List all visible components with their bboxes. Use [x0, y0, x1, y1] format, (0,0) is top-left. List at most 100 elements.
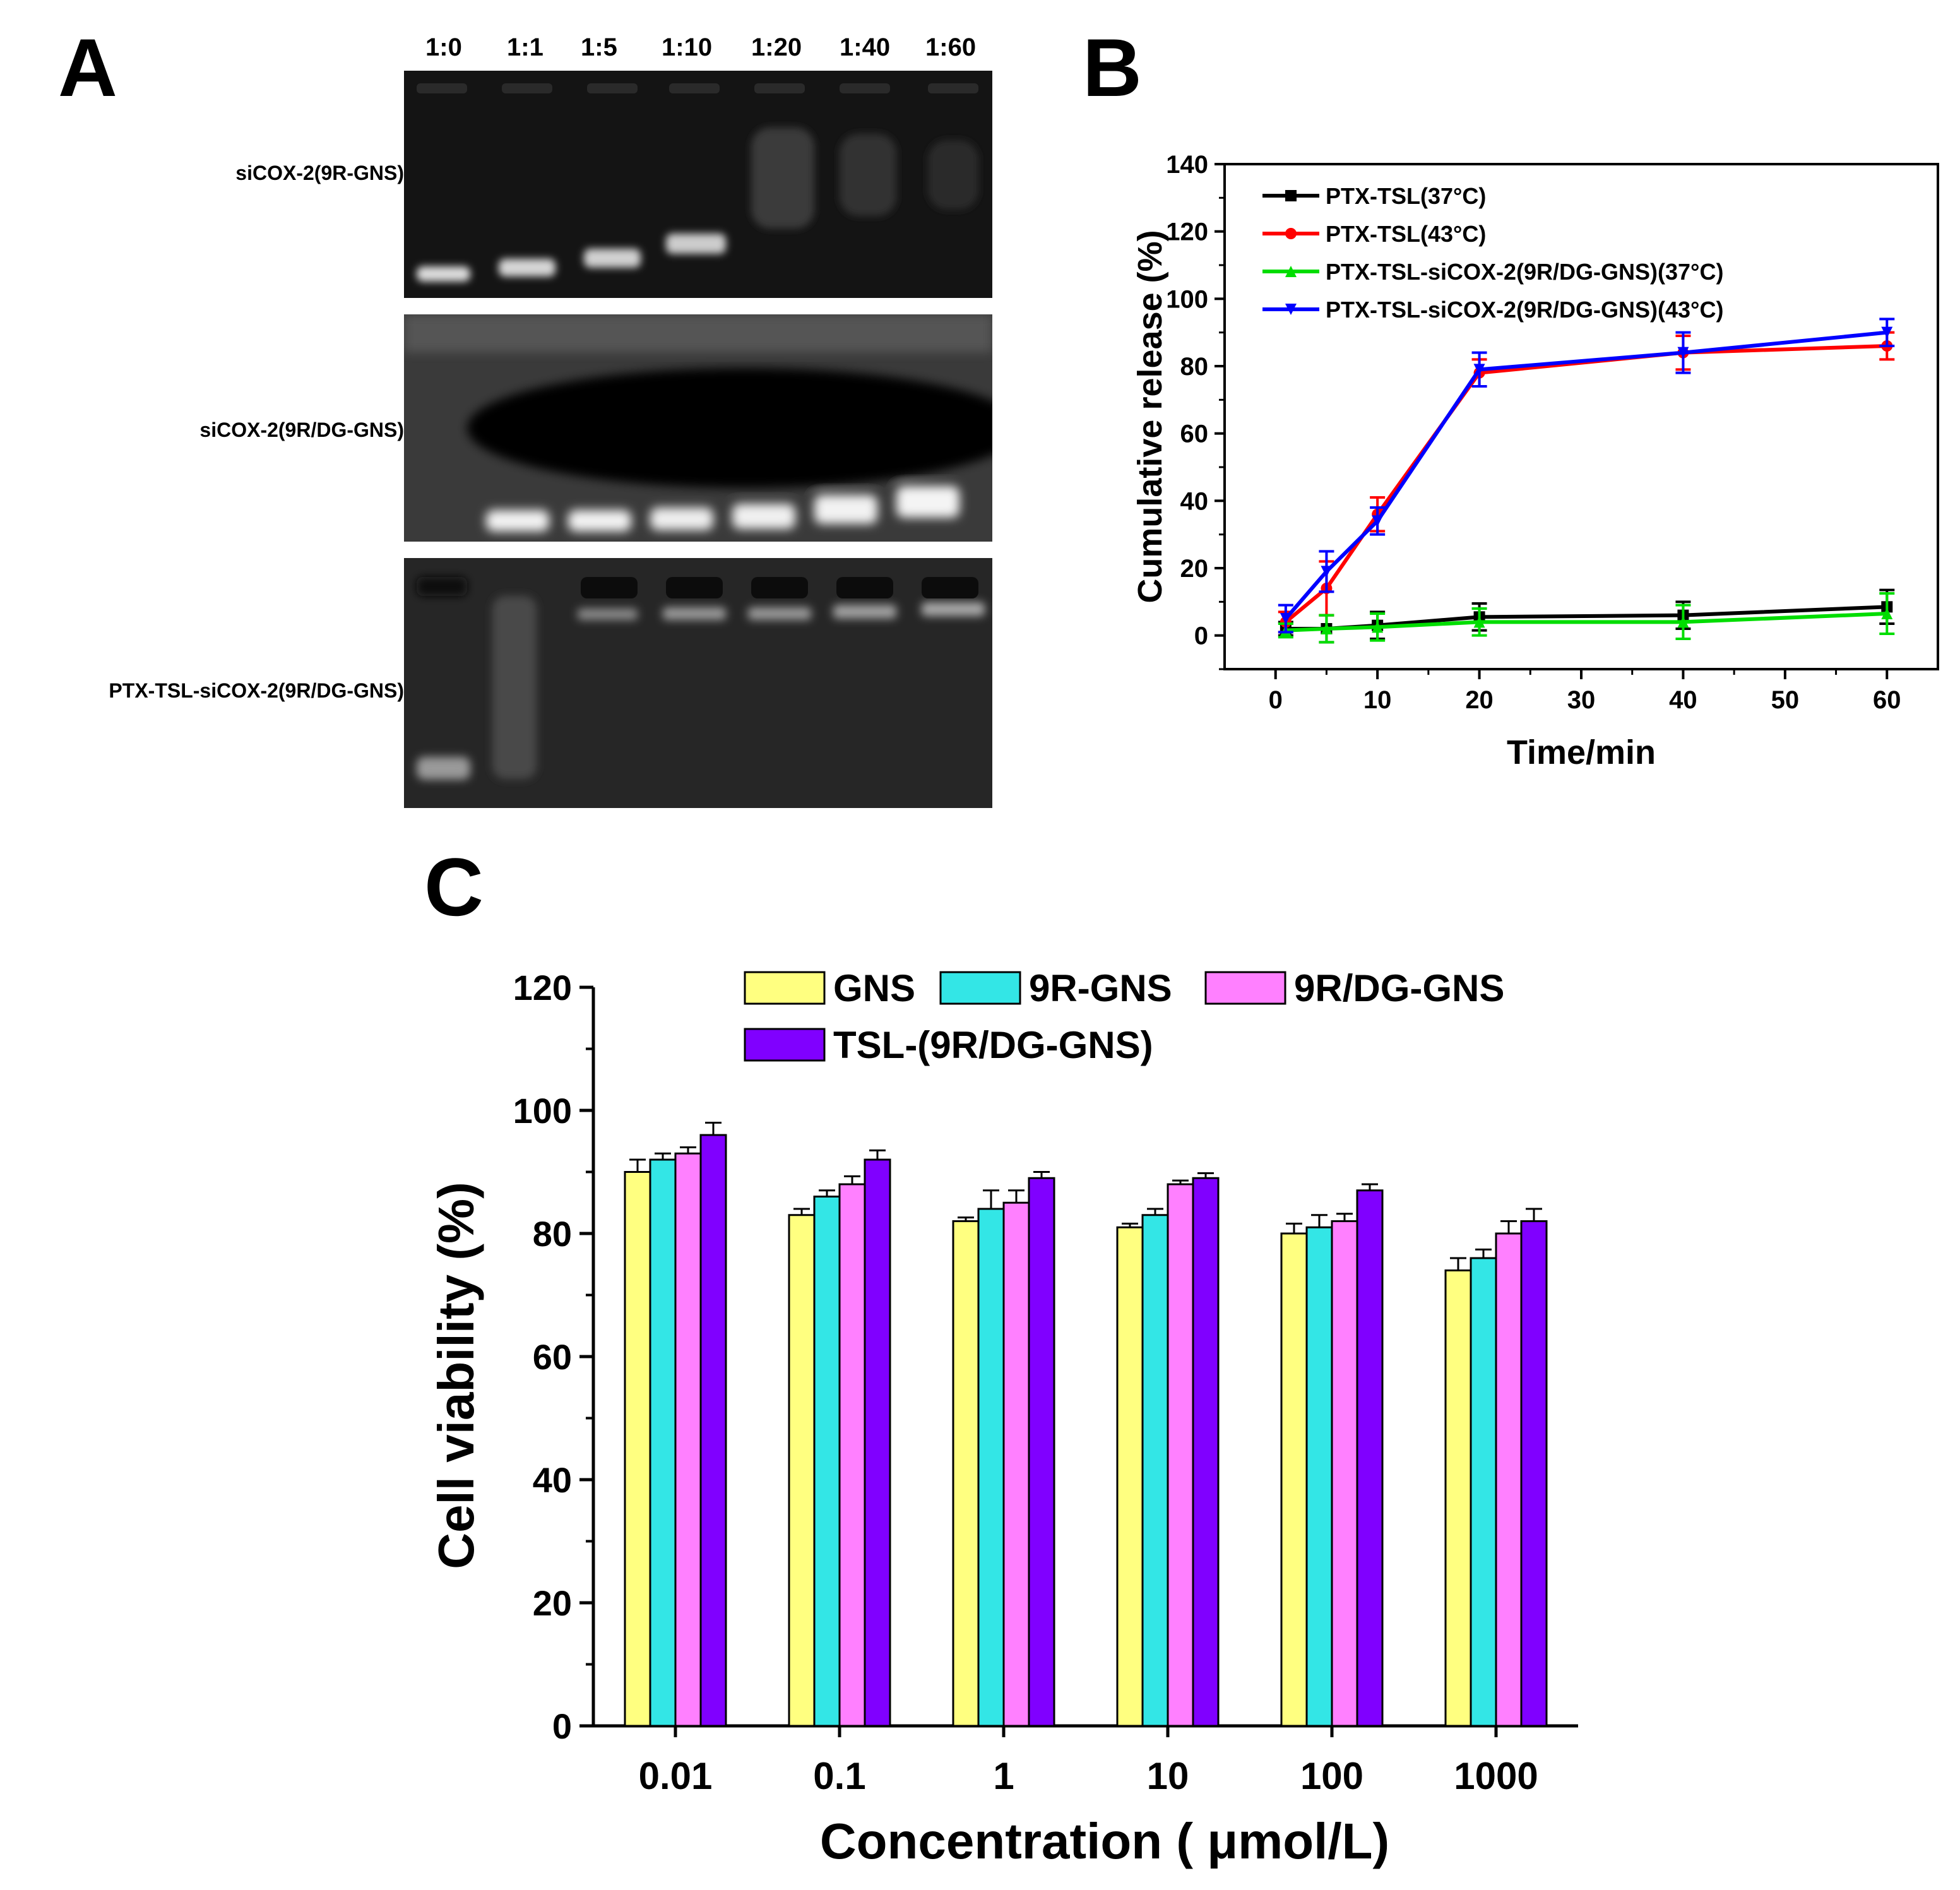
- y-axis-label: Cumulative release (%): [1131, 230, 1169, 603]
- x-tick-label: 0: [1269, 686, 1283, 714]
- y-tick-label: 40: [1180, 487, 1209, 515]
- series-3: [1278, 318, 1895, 634]
- bar: [1280, 1232, 1308, 1727]
- data-marker: [1372, 515, 1384, 527]
- data-marker: [1372, 621, 1384, 633]
- legend-label: 9R-GNS: [1029, 967, 1172, 1009]
- release-line-chart: 0 20 40 60 80 100 120 140 0 10 20 30 40 50 60 Time/min C…: [1131, 151, 1939, 771]
- bar: [952, 1220, 980, 1727]
- x-tick-label: 1000: [1454, 1755, 1538, 1797]
- series-line: [1284, 330, 1887, 620]
- bar: [1141, 1214, 1169, 1727]
- gel-lane-label: 1:60: [925, 33, 977, 61]
- bar: [1356, 1189, 1384, 1727]
- panel-label-b: B: [1083, 21, 1142, 114]
- bar: [1167, 1183, 1194, 1727]
- y-tick-label: 80: [1180, 353, 1209, 381]
- gel-image-2: [404, 314, 992, 542]
- bar: [1495, 1232, 1523, 1727]
- data-marker: [1881, 326, 1893, 338]
- bar: [864, 1158, 891, 1727]
- legend: GNS 9R-GNS 9R/DG-GNS TSL-(9R/DG-GNS): [744, 967, 1504, 1066]
- data-marker: [1473, 364, 1485, 376]
- y-tick-label: 80: [533, 1214, 572, 1254]
- bar: [1028, 1177, 1055, 1727]
- y-tick-label: 40: [533, 1460, 572, 1500]
- legend-swatch: [744, 1028, 826, 1062]
- gel-row-label: siCOX-2(9R-GNS): [235, 162, 404, 184]
- gel-lane-label: 1:20: [751, 33, 802, 61]
- gel-lane-label: 1:1: [507, 33, 543, 61]
- data-marker: [1285, 190, 1297, 201]
- data-marker: [1881, 608, 1893, 619]
- gel-bands-3: [417, 577, 985, 780]
- x-tick-label: 10: [1147, 1755, 1189, 1797]
- x-tick-label: 0.01: [639, 1755, 713, 1797]
- y-tick-label: 120: [1166, 218, 1208, 246]
- x-tick-label: 40: [1669, 686, 1697, 714]
- data-marker: [1321, 623, 1333, 634]
- cell-viability-bar-chart: 0 20 40 60 80 100 120 0.01 0.1 1 10 100 1000 Concentr…: [428, 967, 1578, 1869]
- data-marker: [1285, 304, 1297, 315]
- legend-label: 9R/DG-GNS: [1294, 967, 1504, 1009]
- y-tick-label: 100: [1166, 285, 1208, 313]
- legend-label: PTX-TSL-siCOX-2(9R/DG-GNS)(43°C): [1326, 297, 1723, 323]
- y-axis-label: Cell viability (%): [428, 1182, 484, 1569]
- x-axis-label: Concentration ( μmol/L): [820, 1813, 1389, 1869]
- x-tick-label: 0.1: [813, 1755, 865, 1797]
- gel-lane-label: 1:0: [425, 33, 462, 61]
- bar: [674, 1152, 702, 1727]
- bar: [838, 1183, 866, 1727]
- data-marker: [1473, 616, 1485, 628]
- legend: PTX-TSL(37°C) PTX-TSL(43°C) PTX-TSL-siCOX-…: [1262, 183, 1723, 323]
- legend-label: PTX-TSL(43°C): [1326, 221, 1486, 247]
- bar: [649, 1158, 677, 1727]
- data-marker: [1285, 228, 1297, 239]
- bar: [1305, 1226, 1333, 1727]
- x-tick-label: 60: [1873, 686, 1901, 714]
- gel-lane-label: 1:10: [662, 33, 713, 61]
- bar: [788, 1214, 816, 1727]
- data-marker: [1280, 613, 1292, 624]
- y-tick-label: 0: [1194, 622, 1208, 650]
- data-marker: [1285, 266, 1297, 277]
- y-tick-label: 120: [513, 968, 572, 1007]
- legend-label: PTX-TSL-siCOX-2(9R/DG-GNS)(37°C): [1326, 259, 1723, 285]
- legend-swatch: [1204, 971, 1286, 1005]
- y-tick-label: 60: [1180, 420, 1209, 448]
- y-tick-label: 0: [552, 1706, 572, 1746]
- series-line: [1284, 344, 1887, 624]
- series-line: [1285, 612, 1887, 633]
- panel-label-c: C: [424, 841, 484, 933]
- data-marker: [1677, 347, 1689, 359]
- x-tick-label: 20: [1465, 686, 1494, 714]
- y-tick-label: 60: [533, 1337, 572, 1377]
- gel-lane-label: 1:5: [581, 33, 617, 61]
- bar: [1520, 1220, 1548, 1727]
- gel-row-label: siCOX-2(9R/DG-GNS): [199, 419, 404, 441]
- bar: [977, 1208, 1005, 1727]
- panel-label-a: A: [58, 21, 117, 114]
- bar: [1444, 1269, 1472, 1727]
- x-tick-label: 100: [1300, 1755, 1363, 1797]
- bar: [624, 1171, 651, 1727]
- gel-row-label: PTX-TSL-siCOX-2(9R/DG-GNS): [109, 679, 404, 702]
- gel-bands-1: [417, 83, 978, 282]
- y-tick-label: 100: [513, 1091, 572, 1131]
- legend-label: TSL-(9R/DG-GNS): [833, 1024, 1153, 1066]
- series-1: [1278, 331, 1895, 634]
- bar: [1470, 1257, 1497, 1727]
- bar: [813, 1196, 841, 1727]
- data-marker: [1677, 616, 1689, 628]
- legend-label: PTX-TSL(37°C): [1326, 183, 1486, 209]
- gel-lane-label: 1:40: [840, 33, 891, 61]
- y-tick-label: 20: [533, 1583, 572, 1623]
- bar: [1002, 1201, 1030, 1727]
- legend-label: GNS: [833, 967, 915, 1009]
- legend-swatch: [744, 971, 826, 1005]
- x-axis-label: Time/min: [1507, 734, 1656, 771]
- gel-bands-2: [404, 314, 992, 532]
- y-tick-label: 20: [1180, 555, 1209, 583]
- bar: [699, 1134, 727, 1727]
- x-tick-label: 50: [1771, 686, 1800, 714]
